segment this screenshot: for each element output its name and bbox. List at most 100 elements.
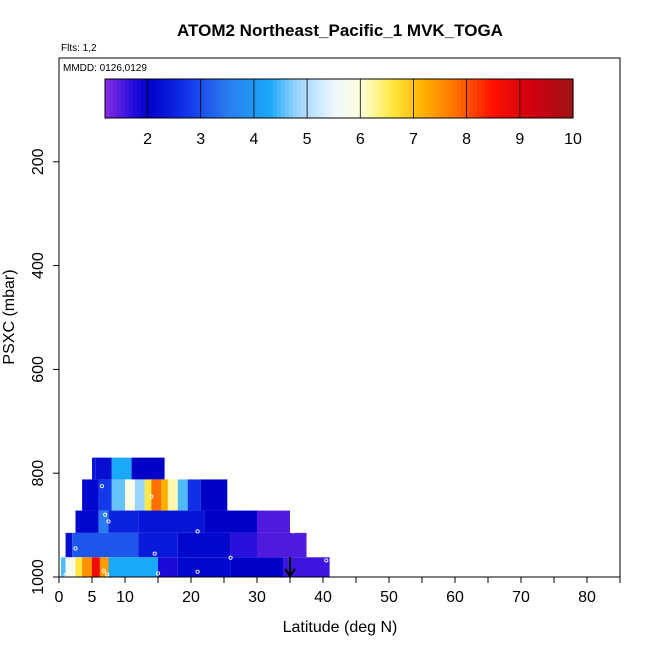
- axes: 0 5 10 20 30 40 50 60 70 80 200 400 600 800 1000: [30, 57, 621, 606]
- colorbar-segment: [457, 79, 462, 118]
- colorbar-segment: [313, 79, 318, 118]
- heatmap-cell: [60, 557, 66, 577]
- colorbar-segment: [189, 79, 194, 118]
- colorbar-segment: [201, 79, 206, 118]
- heatmap-cell: [177, 479, 188, 511]
- colorbar-segment: [525, 79, 530, 118]
- colorbar-segment: [229, 79, 234, 118]
- heatmap-cell: [108, 557, 158, 577]
- colorbar-segment: [557, 79, 562, 118]
- colorbar-segment: [337, 79, 342, 118]
- colorbar-segment: [257, 79, 262, 118]
- heatmap-cell: [283, 557, 330, 577]
- colorbar-segment: [425, 79, 430, 118]
- dates-label: MMDD: 0126,0129: [63, 63, 147, 74]
- x-tick-label: 70: [512, 589, 530, 606]
- colorbar-tick-label: 2: [143, 131, 152, 148]
- colorbar-segment: [417, 79, 422, 118]
- colorbar-segment: [489, 79, 494, 118]
- colorbar-segment: [505, 79, 510, 118]
- colorbar-segment: [405, 79, 410, 118]
- x-tick-label: 20: [182, 589, 200, 606]
- heatmap-cell: [111, 457, 132, 480]
- colorbar-segment: [185, 79, 190, 118]
- colorbar-segment: [181, 79, 186, 118]
- colorbar-segment: [121, 79, 126, 118]
- colorbar-tick-label: 5: [303, 131, 312, 148]
- colorbar-segment: [345, 79, 350, 118]
- heatmap-cell: [72, 532, 139, 558]
- colorbar-segment: [197, 79, 202, 118]
- heatmap-cell: [138, 532, 178, 558]
- heatmap-cell: [177, 532, 231, 558]
- colorbar-segment: [149, 79, 154, 118]
- colorbar-segment: [205, 79, 210, 118]
- colorbar-segment: [393, 79, 398, 118]
- sample-point: [96, 437, 101, 442]
- colorbar-segment: [353, 79, 358, 118]
- colorbar-segment: [389, 79, 394, 118]
- heatmap-cell: [92, 557, 100, 577]
- sample-point: [152, 551, 157, 556]
- colorbar-segment: [437, 79, 442, 118]
- colorbar-segment: [297, 79, 302, 118]
- colorbar-segment: [497, 79, 502, 118]
- x-axis-label: Latitude (deg N): [283, 619, 398, 636]
- heatmap-cell: [65, 557, 76, 577]
- colorbar-segment: [157, 79, 162, 118]
- colorbar-segment: [537, 79, 542, 118]
- colorbar-segment: [221, 79, 226, 118]
- colorbar-segment: [561, 79, 566, 118]
- sample-point: [324, 558, 329, 563]
- colorbar-segment: [129, 79, 134, 118]
- colorbar-segment: [509, 79, 514, 118]
- sample-point: [228, 555, 233, 560]
- heatmap-cell: [75, 510, 99, 533]
- heatmap-cell: [151, 479, 162, 511]
- colorbar-segment: [193, 79, 198, 118]
- colorbar-segment: [105, 79, 110, 118]
- colorbar-segment: [485, 79, 490, 118]
- pressure-band-3: [65, 532, 307, 558]
- colorbar-segment: [565, 79, 570, 118]
- heatmap-cell: [75, 557, 83, 577]
- colorbar-segment: [137, 79, 142, 118]
- pressure-band-2: [75, 510, 290, 533]
- colorbar-segment: [317, 79, 322, 118]
- colorbar-segment: [225, 79, 230, 118]
- heatmap-cell: [125, 479, 135, 511]
- pressure-band-0: [92, 457, 165, 480]
- colorbar-segment: [177, 79, 182, 118]
- colorbar-segment: [381, 79, 386, 118]
- colorbar-segment: [513, 79, 518, 118]
- heatmap-cell: [204, 510, 257, 533]
- x-tick-label: 40: [314, 589, 332, 606]
- colorbar-segment: [385, 79, 390, 118]
- colorbar-segment: [409, 79, 414, 118]
- sample-point: [99, 484, 104, 489]
- heatmap-cell: [108, 510, 139, 533]
- colorbar-segment: [309, 79, 314, 118]
- sample-point: [73, 546, 78, 551]
- colorbar-segment: [349, 79, 354, 118]
- colorbar-tick-label: 10: [564, 131, 582, 148]
- colorbar-tick-label: 9: [515, 131, 524, 148]
- colorbar-tick-label: 8: [462, 131, 471, 148]
- heatmap-cell: [230, 557, 284, 577]
- colorbar-segment: [469, 79, 474, 118]
- colorbar: 2 3 4 5 6 7 8 9 10: [104, 78, 582, 148]
- colorbar-segment: [465, 79, 470, 118]
- colorbar-segment: [413, 79, 418, 118]
- plot-area: [59, 58, 620, 578]
- heatmap-cell: [177, 557, 231, 577]
- colorbar-segment: [569, 79, 574, 118]
- colorbar-segment: [261, 79, 266, 118]
- colorbar-segment: [133, 79, 138, 118]
- x-tick-label: 5: [88, 589, 97, 606]
- heatmap-cell: [230, 532, 257, 558]
- x-tick-label: 50: [380, 589, 398, 606]
- colorbar-segment: [477, 79, 482, 118]
- colorbar-segment: [401, 79, 406, 118]
- sample-point: [149, 494, 154, 499]
- colorbar-segment: [273, 79, 278, 118]
